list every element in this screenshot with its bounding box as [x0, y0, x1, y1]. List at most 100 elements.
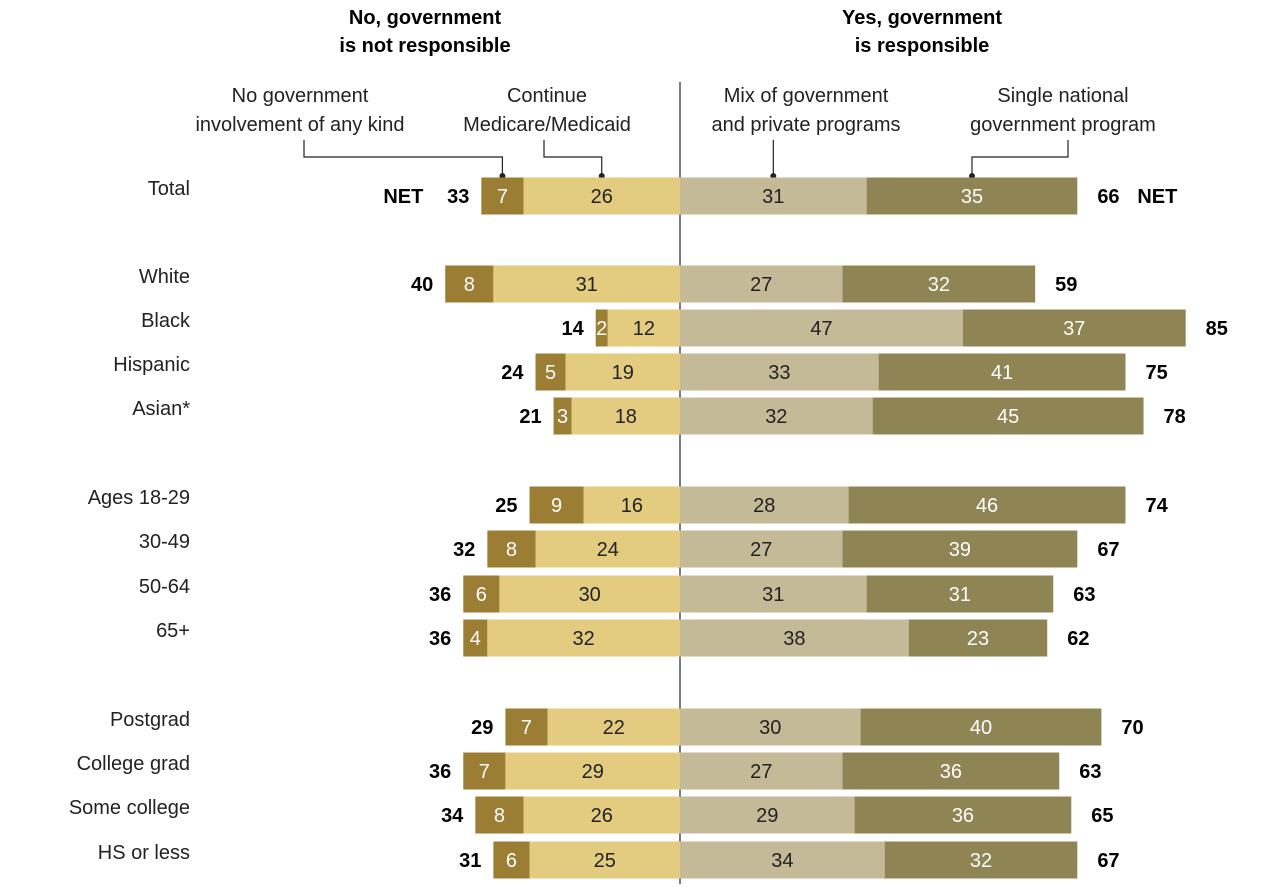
- bar-single-national-government-program: [860, 708, 1102, 746]
- bar-mix-of-government-and-private-programs: [680, 752, 843, 790]
- bar-value-label: 8: [506, 539, 517, 561]
- bar-value-label: 32: [928, 274, 950, 296]
- bar-value-label: 23: [967, 628, 989, 650]
- legend-label-1-line-2: involvement of any kind: [195, 114, 404, 136]
- bar-single-national-government-program: [884, 841, 1078, 879]
- net-left-value: 25: [495, 495, 517, 517]
- bar-single-national-government-program: [842, 530, 1078, 568]
- column-headers: No, government is not responsible Yes, g…: [339, 7, 1002, 57]
- row-ages-18-29: Ages 18-29 9 16 28 46 25 74: [88, 486, 1169, 524]
- bar-no-government-involvement-of-any-kind: [487, 530, 536, 568]
- bar-no-government-involvement-of-any-kind: [463, 752, 506, 790]
- bar-value-label: 37: [1063, 318, 1085, 340]
- row-hs-or-less: HS or less 6 25 34 32 31 67: [98, 841, 1120, 879]
- bar-no-government-involvement-of-any-kind: [529, 486, 584, 524]
- bar-value-label: 32: [970, 850, 992, 872]
- row-asian-: Asian* 3 18 32 45 21 78: [132, 397, 1186, 435]
- legend-label-4-line-1: Single national: [997, 85, 1128, 107]
- net-word-left: NET: [383, 186, 423, 208]
- bar-mix-of-government-and-private-programs: [680, 619, 909, 657]
- bar-mix-of-government-and-private-programs: [680, 397, 873, 435]
- bar-single-national-government-program: [872, 397, 1144, 435]
- net-left-value: 40: [411, 274, 433, 296]
- net-right-value: 78: [1164, 406, 1186, 428]
- row-label: HS or less: [98, 842, 190, 864]
- bar-continue-medicare-medicaid: [499, 575, 680, 613]
- bar-value-label: 39: [949, 539, 971, 561]
- bar-value-label: 36: [952, 805, 974, 827]
- bar-value-label: 2: [596, 318, 607, 340]
- bar-continue-medicare-medicaid: [505, 752, 680, 790]
- bar-continue-medicare-medicaid: [583, 486, 680, 524]
- bar-value-label: 27: [750, 539, 772, 561]
- bar-no-government-involvement-of-any-kind: [535, 353, 566, 391]
- bar-value-label: 4: [470, 628, 481, 650]
- bar-mix-of-government-and-private-programs: [680, 841, 885, 879]
- bar-value-label: 38: [783, 628, 805, 650]
- bar-continue-medicare-medicaid: [607, 309, 680, 347]
- bar-value-label: 30: [579, 584, 601, 606]
- bar-value-label: 12: [633, 318, 655, 340]
- bar-value-label: 7: [479, 761, 490, 783]
- net-left-value: 36: [429, 584, 451, 606]
- bar-mix-of-government-and-private-programs: [680, 530, 843, 568]
- net-right-value: 67: [1097, 539, 1119, 561]
- net-right-value: 63: [1073, 584, 1095, 606]
- bar-value-label: 29: [582, 761, 604, 783]
- bar-value-label: 31: [762, 584, 784, 606]
- leader-line-2: [543, 140, 603, 176]
- bar-value-label: 27: [750, 274, 772, 296]
- net-left-value: 33: [447, 186, 469, 208]
- bar-value-label: 18: [615, 406, 637, 428]
- bar-mix-of-government-and-private-programs: [680, 486, 849, 524]
- bar-value-label: 32: [573, 628, 595, 650]
- bar-value-label: 22: [603, 717, 625, 739]
- bar-value-label: 40: [970, 717, 992, 739]
- net-left-value: 29: [471, 717, 493, 739]
- bar-no-government-involvement-of-any-kind: [475, 796, 524, 834]
- bar-value-label: 46: [976, 495, 998, 517]
- row-label: Black: [141, 310, 191, 332]
- bar-continue-medicare-medicaid: [487, 619, 680, 657]
- bar-single-national-government-program: [878, 353, 1126, 391]
- bar-single-national-government-program: [866, 177, 1078, 215]
- net-right-value: 85: [1206, 318, 1228, 340]
- bar-value-label: 35: [961, 186, 983, 208]
- right-header-line-2: is responsible: [855, 35, 990, 57]
- row-label: Ages 18-29: [88, 487, 190, 509]
- net-left-value: 34: [441, 805, 464, 827]
- net-right-value: 63: [1079, 761, 1101, 783]
- legend-label-2-line-2: Medicare/Medicaid: [463, 114, 631, 136]
- left-header-line-1: No, government: [349, 7, 502, 29]
- leader-line-4: [971, 140, 1069, 176]
- net-right-value: 59: [1055, 274, 1077, 296]
- net-right-value: 67: [1097, 850, 1119, 872]
- bar-value-label: 3: [557, 406, 568, 428]
- bar-no-government-involvement-of-any-kind: [553, 397, 572, 435]
- bar-continue-medicare-medicaid: [529, 841, 680, 879]
- legend-label-4-line-2: government program: [970, 114, 1156, 136]
- net-right-value: 75: [1145, 362, 1167, 384]
- row-65-: 65+ 4 32 38 23 36 62: [156, 619, 1089, 657]
- bar-value-label: 26: [591, 805, 613, 827]
- bar-value-label: 28: [753, 495, 775, 517]
- net-right-value: 66: [1097, 186, 1119, 208]
- bar-value-label: 34: [771, 850, 793, 872]
- bar-single-national-government-program: [842, 265, 1036, 303]
- row-label: Asian*: [132, 398, 190, 420]
- row-label: Total: [148, 178, 190, 200]
- bar-value-label: 31: [949, 584, 971, 606]
- bar-single-national-government-program: [866, 575, 1054, 613]
- bar-mix-of-government-and-private-programs: [680, 353, 879, 391]
- bar-value-label: 26: [591, 186, 613, 208]
- bar-value-label: 16: [621, 495, 643, 517]
- legend-leader-lines: [303, 140, 1069, 179]
- bar-no-government-involvement-of-any-kind: [481, 177, 524, 215]
- bar-value-label: 31: [762, 186, 784, 208]
- bar-mix-of-government-and-private-programs: [680, 575, 867, 613]
- net-word-right: NET: [1137, 186, 1177, 208]
- bar-value-label: 36: [940, 761, 962, 783]
- row-label: 65+: [156, 620, 190, 642]
- bar-value-label: 25: [594, 850, 616, 872]
- net-left-value: 31: [459, 850, 481, 872]
